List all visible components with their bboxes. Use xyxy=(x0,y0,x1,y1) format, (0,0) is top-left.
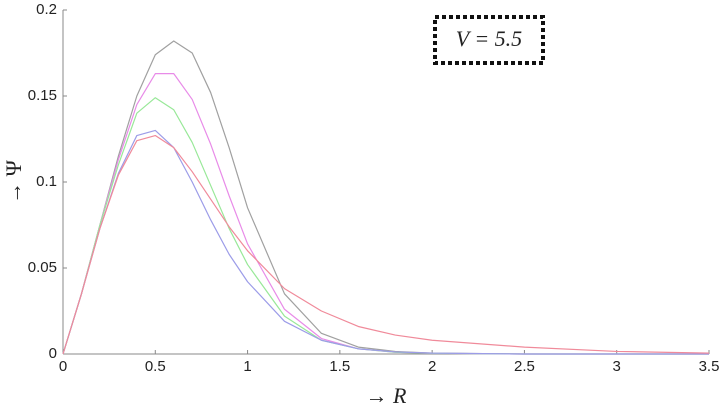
series-line xyxy=(62,129,709,355)
y-tick-label: 0 xyxy=(49,345,57,362)
x-tick-label: 3 xyxy=(613,358,621,375)
x-tick-label: 0.5 xyxy=(145,358,166,375)
x-tick-label: 1 xyxy=(243,358,251,375)
series-line xyxy=(62,73,709,355)
y-tick-label: 0.2 xyxy=(36,1,57,18)
series-line xyxy=(62,134,710,355)
y-axis-title: → Ψ xyxy=(1,159,26,204)
x-tick-label: 1.5 xyxy=(329,358,350,375)
x-axis-title: → R xyxy=(366,383,408,408)
y-tick-label: 0.15 xyxy=(28,87,57,104)
y-tick-label: 0.05 xyxy=(28,259,57,276)
x-tick-label: 3.5 xyxy=(699,358,720,375)
y-tick-label: 0.1 xyxy=(36,173,57,190)
x-tick-label: 0 xyxy=(59,358,67,375)
annotation: V = 5.5 xyxy=(456,26,522,51)
x-tick-label: 2 xyxy=(428,358,436,375)
x-tick-label: 2.5 xyxy=(514,358,535,375)
series-line xyxy=(62,97,709,355)
series-line xyxy=(62,40,709,355)
